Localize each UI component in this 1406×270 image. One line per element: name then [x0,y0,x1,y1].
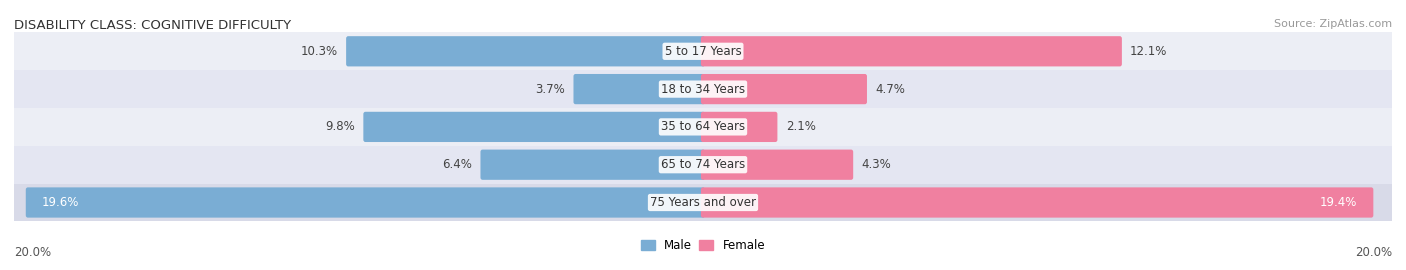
Text: 65 to 74 Years: 65 to 74 Years [661,158,745,171]
FancyBboxPatch shape [14,70,1392,108]
Text: 18 to 34 Years: 18 to 34 Years [661,83,745,96]
FancyBboxPatch shape [702,187,1374,218]
Text: 20.0%: 20.0% [1355,246,1392,259]
FancyBboxPatch shape [702,36,1122,66]
Text: DISABILITY CLASS: COGNITIVE DIFFICULTY: DISABILITY CLASS: COGNITIVE DIFFICULTY [14,19,291,32]
FancyBboxPatch shape [14,184,1392,221]
Text: 19.6%: 19.6% [42,196,79,209]
Text: 5 to 17 Years: 5 to 17 Years [665,45,741,58]
FancyBboxPatch shape [25,187,704,218]
Text: 4.3%: 4.3% [862,158,891,171]
Text: 2.1%: 2.1% [786,120,815,133]
Text: 4.7%: 4.7% [875,83,905,96]
Text: 3.7%: 3.7% [536,83,565,96]
Text: 35 to 64 Years: 35 to 64 Years [661,120,745,133]
FancyBboxPatch shape [346,36,704,66]
Text: 6.4%: 6.4% [443,158,472,171]
Text: 20.0%: 20.0% [14,246,51,259]
FancyBboxPatch shape [702,112,778,142]
Text: 75 Years and over: 75 Years and over [650,196,756,209]
Text: Source: ZipAtlas.com: Source: ZipAtlas.com [1274,19,1392,29]
FancyBboxPatch shape [702,74,868,104]
Text: 19.4%: 19.4% [1320,196,1358,209]
FancyBboxPatch shape [481,150,704,180]
FancyBboxPatch shape [14,32,1392,70]
Text: 10.3%: 10.3% [301,45,337,58]
Text: 9.8%: 9.8% [325,120,356,133]
Legend: Male, Female: Male, Female [636,235,770,257]
FancyBboxPatch shape [363,112,704,142]
Text: 12.1%: 12.1% [1130,45,1167,58]
FancyBboxPatch shape [574,74,704,104]
FancyBboxPatch shape [702,150,853,180]
FancyBboxPatch shape [14,146,1392,184]
FancyBboxPatch shape [14,108,1392,146]
